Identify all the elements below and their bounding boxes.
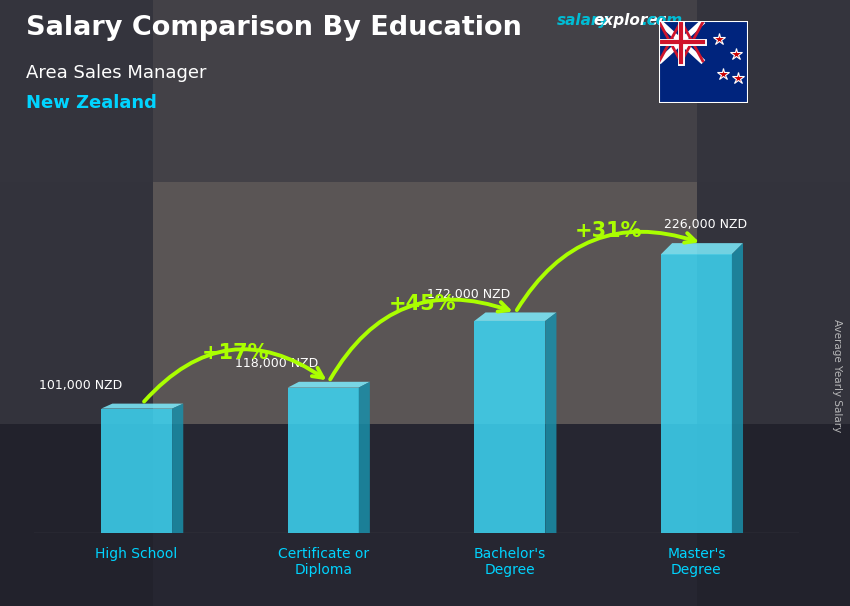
Polygon shape — [661, 243, 743, 255]
Text: 226,000 NZD: 226,000 NZD — [664, 219, 747, 231]
Text: 172,000 NZD: 172,000 NZD — [427, 288, 510, 301]
Polygon shape — [101, 408, 172, 533]
Text: Salary Comparison By Education: Salary Comparison By Education — [26, 15, 521, 41]
Text: explorer: explorer — [593, 13, 666, 28]
Text: +31%: +31% — [575, 221, 643, 241]
Bar — [697, 0, 850, 606]
FancyArrowPatch shape — [144, 349, 323, 402]
Text: Area Sales Manager: Area Sales Manager — [26, 64, 206, 82]
Text: +45%: +45% — [388, 294, 456, 314]
Polygon shape — [661, 255, 732, 533]
Polygon shape — [474, 321, 545, 533]
FancyArrowPatch shape — [330, 299, 508, 379]
Polygon shape — [288, 382, 370, 388]
Text: 101,000 NZD: 101,000 NZD — [39, 379, 122, 392]
Polygon shape — [172, 404, 184, 533]
Bar — [153, 0, 697, 424]
Polygon shape — [732, 243, 743, 533]
Text: Average Yearly Salary: Average Yearly Salary — [832, 319, 842, 432]
Polygon shape — [545, 313, 557, 533]
Polygon shape — [474, 313, 557, 321]
Text: 118,000 NZD: 118,000 NZD — [235, 357, 318, 370]
Text: +17%: +17% — [201, 343, 269, 363]
Text: salary: salary — [557, 13, 609, 28]
Polygon shape — [359, 382, 370, 533]
Text: .com: .com — [642, 13, 683, 28]
Text: New Zealand: New Zealand — [26, 94, 156, 112]
Polygon shape — [288, 388, 359, 533]
Bar — [0, 0, 153, 606]
Polygon shape — [101, 404, 184, 408]
Bar — [0, 0, 850, 182]
Bar — [0, 424, 850, 606]
FancyArrowPatch shape — [517, 231, 695, 310]
